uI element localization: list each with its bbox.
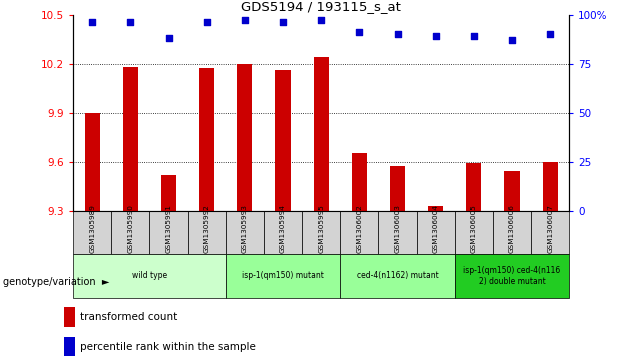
Text: GSM1305990: GSM1305990 (127, 204, 134, 253)
Bar (543, 162, 558, 211)
Text: GSM1305992: GSM1305992 (204, 204, 210, 253)
Point (125, 20, 135, 25)
Bar (237, 64, 252, 211)
Point (431, 33, 441, 39)
Text: genotype/variation  ►: genotype/variation ► (3, 277, 109, 287)
Text: GSM1306007: GSM1306007 (547, 204, 553, 253)
Point (392, 31, 403, 37)
Bar (390, 166, 405, 211)
Point (278, 20, 288, 25)
Text: GSM1305991: GSM1305991 (165, 204, 172, 253)
Text: GSM1306006: GSM1306006 (509, 204, 515, 253)
Text: percentile rank within the sample: percentile rank within the sample (80, 342, 256, 352)
Bar (64, 337, 75, 356)
Bar (340, 254, 455, 298)
Point (507, 37, 517, 43)
Text: isp-1(qm150) ced-4(n116
2) double mutant: isp-1(qm150) ced-4(n116 2) double mutant (464, 266, 560, 286)
Point (87, 20, 97, 25)
Text: GSM1305993: GSM1305993 (242, 204, 248, 253)
Bar (149, 211, 188, 254)
Text: isp-1(qm150) mutant: isp-1(qm150) mutant (242, 272, 324, 280)
Text: GSM1305994: GSM1305994 (280, 204, 286, 253)
Bar (417, 211, 455, 254)
Bar (275, 70, 291, 211)
Bar (455, 254, 569, 298)
Text: transformed count: transformed count (80, 312, 177, 322)
Title: GDS5194 / 193115_s_at: GDS5194 / 193115_s_at (241, 0, 401, 13)
Text: GSM1305995: GSM1305995 (318, 204, 324, 253)
Bar (188, 211, 226, 254)
Bar (340, 211, 378, 254)
Bar (378, 211, 417, 254)
Point (316, 17, 326, 23)
Bar (226, 254, 340, 298)
Bar (85, 113, 100, 211)
Bar (314, 57, 329, 211)
Bar (428, 206, 443, 211)
Text: GSM1306003: GSM1306003 (394, 204, 401, 253)
Text: GSM1305989: GSM1305989 (89, 204, 95, 253)
Point (163, 35, 174, 41)
Bar (111, 211, 149, 254)
Bar (64, 307, 75, 327)
Text: GSM1306002: GSM1306002 (356, 204, 363, 253)
Bar (226, 211, 264, 254)
Point (545, 31, 555, 37)
Bar (493, 211, 531, 254)
Bar (455, 211, 493, 254)
Bar (161, 175, 176, 211)
Bar (73, 211, 111, 254)
Point (469, 33, 479, 39)
Point (354, 29, 364, 35)
Text: GSM1306004: GSM1306004 (432, 204, 439, 253)
Point (240, 17, 250, 23)
Bar (264, 211, 302, 254)
Bar (466, 163, 481, 211)
Bar (504, 171, 520, 211)
Bar (199, 69, 214, 211)
Bar (123, 67, 138, 211)
Bar (73, 254, 226, 298)
Text: wild type: wild type (132, 272, 167, 280)
Text: GSM1306005: GSM1306005 (471, 204, 477, 253)
Bar (531, 211, 569, 254)
Text: ced-4(n1162) mutant: ced-4(n1162) mutant (357, 272, 438, 280)
Bar (302, 211, 340, 254)
Point (202, 20, 212, 25)
Bar (352, 153, 367, 211)
